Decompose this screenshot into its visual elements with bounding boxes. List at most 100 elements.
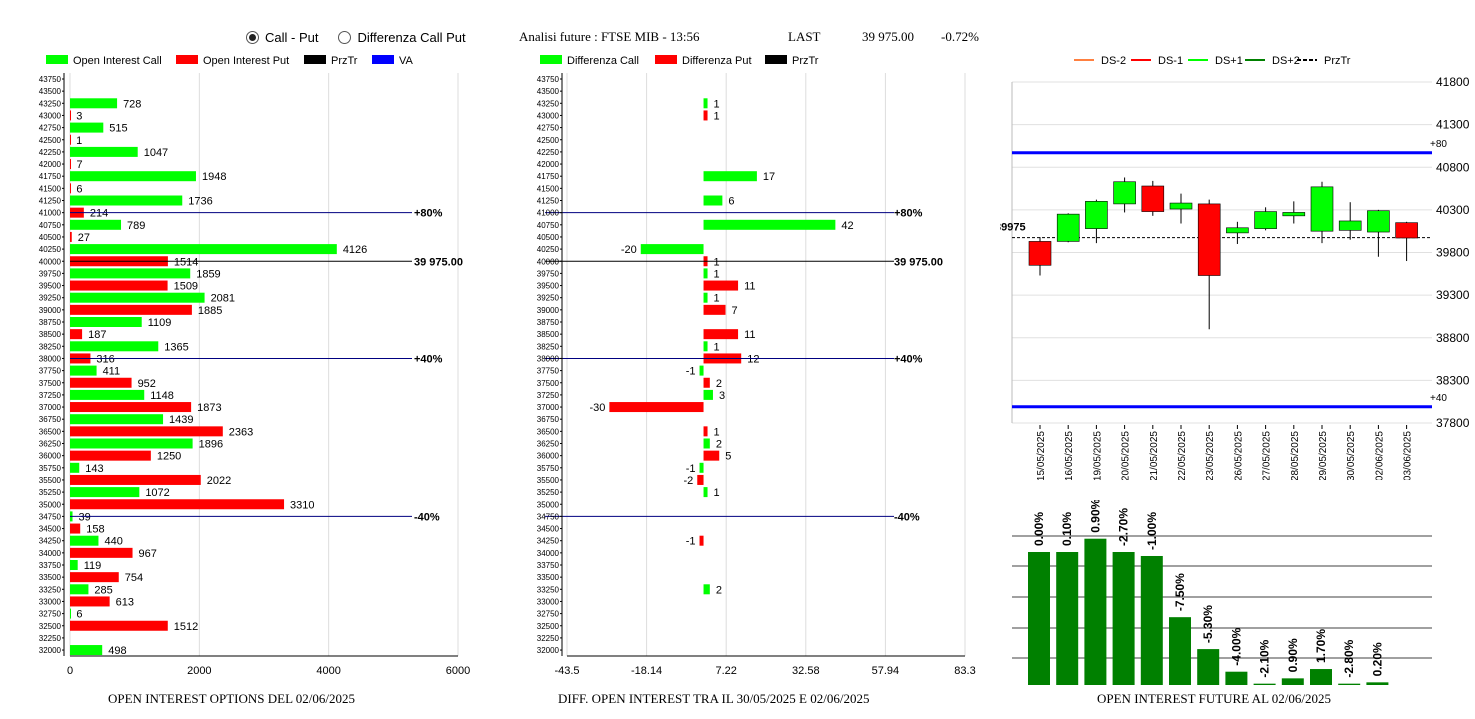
data-label: 1512 (174, 621, 198, 633)
bar-diff-call (703, 292, 708, 303)
radio-differenza-call-put[interactable]: Differenza Call Put (338, 30, 466, 45)
data-label: -2 (683, 475, 693, 487)
y-tick-label: 39250 (537, 294, 560, 303)
bar-call (70, 146, 138, 157)
y-tick-label: 34750 (39, 512, 62, 521)
legend-swatch (540, 55, 562, 64)
y-tick-label: 36750 (537, 415, 560, 424)
bar-diff-call (703, 219, 836, 230)
y-tick-label: 35000 (537, 500, 560, 509)
candle-body (1310, 186, 1334, 232)
bar-put (70, 426, 223, 437)
data-label: 498 (108, 645, 126, 657)
data-label: -1 (686, 536, 696, 548)
y-tick-label: 33250 (39, 585, 62, 594)
y-tick-label: 39500 (537, 282, 560, 291)
data-label: 1250 (157, 451, 181, 463)
y-tick-label: 43750 (39, 75, 62, 84)
y-tick-label: 41750 (537, 172, 560, 181)
bar-call (70, 122, 104, 133)
x-tick-label: 6000 (446, 665, 470, 675)
bar-percent-label: 0.90% (1286, 638, 1300, 672)
legend-label: PrzTr (792, 55, 819, 67)
y-tick-label: 43750 (537, 75, 560, 84)
candle-body (1141, 185, 1165, 212)
y-tick-label: 41300 (1436, 118, 1470, 132)
candle-body (1085, 201, 1108, 229)
y-tick-label: 39000 (537, 306, 560, 315)
x-tick-label: 29/05/2025 (1318, 431, 1329, 480)
reference-label: +40% (894, 353, 923, 365)
y-tick-label: 37000 (39, 403, 62, 412)
data-label: 5 (725, 451, 731, 463)
data-label: 1 (76, 135, 82, 147)
data-label: 952 (138, 378, 156, 390)
bar-put (70, 474, 201, 485)
data-label: 143 (85, 463, 103, 475)
y-tick-label: 33750 (537, 561, 560, 570)
y-tick-label: 33500 (537, 573, 560, 582)
y-tick-label: 36750 (39, 415, 62, 424)
data-label: 1 (714, 341, 720, 353)
bar-put (70, 596, 110, 607)
y-tick-label: 35500 (39, 476, 62, 485)
bar-call (70, 462, 80, 473)
data-label: 2081 (211, 293, 235, 305)
y-tick-label: 40300 (1436, 203, 1470, 217)
bar-call (70, 292, 205, 303)
x-tick-label: -43.5 (554, 665, 579, 675)
data-label: 2 (716, 439, 722, 451)
data-label: 1 (714, 98, 720, 110)
x-tick-label: 7.22 (715, 665, 736, 675)
future-bar (1028, 552, 1050, 685)
bar-put (70, 450, 151, 461)
y-tick-label: 38500 (39, 330, 62, 339)
legend-label: VA (399, 55, 414, 67)
bar-diff-call (640, 244, 704, 255)
band-label: +80 (1430, 139, 1447, 150)
bar-put (70, 377, 132, 388)
y-tick-label: 39250 (39, 294, 62, 303)
y-tick-label: 34500 (39, 525, 62, 534)
data-label: 12 (747, 353, 759, 365)
legend-label: DS-1 (1158, 55, 1183, 67)
y-tick-label: 37000 (537, 403, 560, 412)
y-tick-label: 33000 (39, 597, 62, 606)
y-tick-label: 35750 (537, 464, 560, 473)
data-label: 1439 (169, 414, 193, 426)
bar-diff-put (703, 377, 710, 388)
header-last-value: 39 975.00 (862, 29, 914, 44)
radio-call-put[interactable]: Call - Put (246, 30, 318, 45)
chart-mode-selector: Call - Put Differenza Call Put (246, 30, 466, 45)
future-bar (1084, 538, 1107, 685)
x-tick-label: 26/05/2025 (1233, 431, 1244, 480)
legend-swatch (304, 55, 326, 64)
data-label: 515 (109, 123, 127, 135)
caption-oi-options: OPEN INTEREST OPTIONS DEL 02/06/2025 (108, 691, 355, 706)
candlestick-chart: DS-2 DS-1 DS+1 DS+2 PrzTr 41800 41300 40800 4030… (1000, 55, 1470, 480)
y-tick-label: 34250 (39, 537, 62, 546)
y-tick-label: 41000 (537, 209, 560, 218)
y-tick-label: 42000 (537, 160, 560, 169)
y-tick-label: 38000 (39, 354, 62, 363)
x-tick-label: 19/05/2025 (1092, 431, 1103, 480)
x-tick-label: 0 (67, 665, 73, 675)
data-label: 3310 (290, 499, 314, 511)
bar-diff-call (703, 341, 708, 352)
y-tick-label: 35500 (537, 476, 560, 485)
data-label: 411 (103, 366, 121, 378)
data-label: 1 (714, 293, 720, 305)
bar-put (70, 523, 81, 534)
y-tick-label: 37250 (39, 391, 62, 400)
bar-diff-call (703, 98, 708, 109)
x-tick-label: 15/05/2025 (1036, 431, 1047, 480)
x-tick-label: 30/05/2025 (1346, 431, 1357, 480)
future-bar (1366, 682, 1389, 685)
x-tick-label: 32.58 (792, 665, 820, 675)
oi-diff-chart: Differenza Call Differenza Put PrzTr -43.5 -… (537, 55, 976, 675)
data-label: 1148 (150, 390, 174, 402)
y-tick-label: 33250 (537, 585, 560, 594)
reference-label: 39 975.00 (414, 256, 463, 268)
y-tick-label: 41500 (39, 184, 62, 193)
data-label: 316 (96, 353, 114, 365)
